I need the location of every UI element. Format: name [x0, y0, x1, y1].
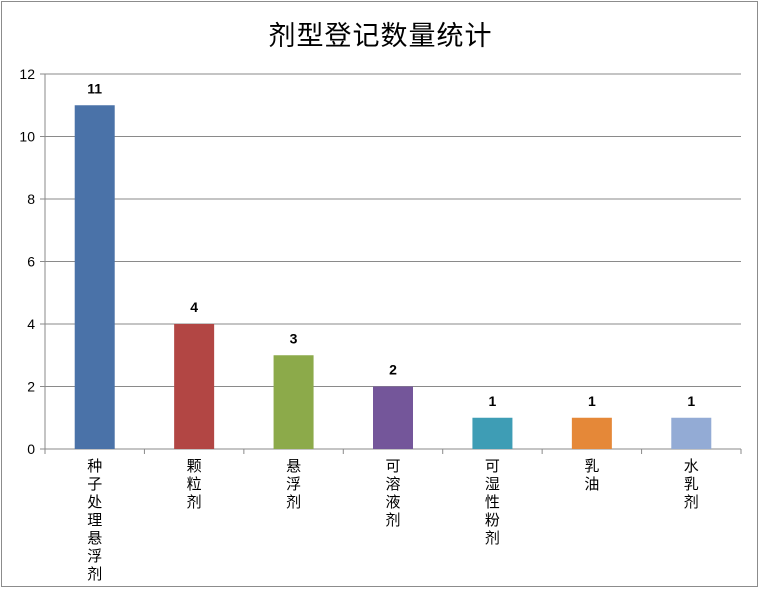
bar [273, 355, 314, 449]
category-label: 悬浮剂 [286, 457, 301, 511]
data-label: 4 [190, 299, 198, 315]
category-label: 颗粒剂 [187, 457, 202, 511]
bar [671, 417, 712, 449]
data-label: 2 [389, 362, 397, 378]
chart-title: 剂型登记数量统计 [268, 21, 493, 52]
y-tick-label: 2 [27, 379, 35, 395]
bar [174, 324, 215, 449]
y-tick-label: 10 [19, 129, 35, 145]
category-label: 水乳剂 [684, 457, 699, 511]
y-tick-label: 4 [27, 316, 35, 332]
y-tick-label: 12 [19, 66, 35, 82]
y-tick-label: 6 [27, 254, 35, 270]
bar [373, 386, 413, 449]
bar [571, 417, 612, 449]
y-tick-label: 0 [27, 441, 35, 457]
category-label: 可溶液剂 [385, 457, 400, 529]
data-label: 1 [588, 393, 596, 409]
bar [74, 105, 115, 449]
data-label: 11 [87, 80, 102, 96]
category-label: 可湿性粉剂 [485, 457, 500, 547]
data-label: 1 [489, 393, 497, 409]
y-tick-label: 8 [27, 191, 35, 207]
data-label: 1 [687, 393, 695, 409]
data-label: 3 [290, 330, 298, 346]
category-label: 种子处理悬浮剂 [87, 457, 102, 583]
bar [472, 417, 513, 449]
category-label: 乳油 [584, 457, 599, 493]
